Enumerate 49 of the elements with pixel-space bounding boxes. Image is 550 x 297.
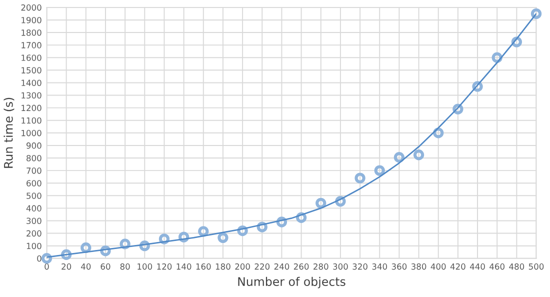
x-tick-label: 440 <box>470 263 485 270</box>
x-tick-label: 160 <box>196 263 211 270</box>
x-tick-label: 240 <box>274 263 290 270</box>
y-tick-label: 900 <box>26 142 42 149</box>
y-tick-label: 300 <box>26 218 42 224</box>
y-tick-label: 0 <box>37 255 42 262</box>
y-tick-label: 800 <box>26 154 42 162</box>
x-tick-label: 20 <box>62 263 72 270</box>
y-tick-label: 1400 <box>22 80 42 86</box>
x-tick-label: 380 <box>411 263 426 270</box>
y-tick-label: 400 <box>26 205 42 212</box>
x-axis-title: Number of objects <box>238 276 346 288</box>
y-tick-label: 600 <box>26 180 42 186</box>
x-tick-label: 40 <box>81 263 91 270</box>
y-tick-label: 1200 <box>22 104 42 112</box>
x-tick-label: 140 <box>176 263 192 270</box>
y-tick-label: 1600 <box>22 54 42 61</box>
x-tick-label: 300 <box>333 263 348 270</box>
y-tick-label: 200 <box>26 230 42 237</box>
y-tick-label: 700 <box>26 168 42 174</box>
x-tick-label: 480 <box>509 263 524 270</box>
y-axis-title: Run time (s) <box>4 98 14 168</box>
y-tick-label: 2000 <box>21 4 42 11</box>
x-tick-label: 200 <box>235 263 250 270</box>
x-tick-label: 400 <box>430 263 446 270</box>
y-tick-label: 500 <box>26 192 42 199</box>
x-tick-label: 320 <box>352 263 368 270</box>
x-tick-label: 220 <box>254 263 270 270</box>
y-tick-label: 1300 <box>22 92 42 99</box>
x-tick-label: 500 <box>528 263 544 270</box>
y-tick-label: 100 <box>26 242 42 250</box>
x-tick-label: 60 <box>100 263 110 270</box>
y-tick-label: 1100 <box>22 117 42 124</box>
x-tick-label: 180 <box>216 263 230 270</box>
x-tick-label: 260 <box>294 263 309 270</box>
x-tick-label: 120 <box>157 263 172 270</box>
x-tick-label: 80 <box>120 263 130 270</box>
y-tick-label: 1900 <box>22 16 42 24</box>
x-tick-label: 100 <box>138 263 152 270</box>
y-tick-label: 1700 <box>22 42 42 48</box>
y-tick-label: 1500 <box>22 67 42 74</box>
x-tick-label: 460 <box>490 263 504 270</box>
x-tick-label: 280 <box>314 263 328 270</box>
y-tick-label: 1000 <box>22 130 42 136</box>
x-tick-label: 0 <box>44 263 49 270</box>
x-tick-label: 340 <box>372 263 388 270</box>
x-tick-label: 420 <box>450 263 466 270</box>
y-tick-label: 1800 <box>22 30 42 36</box>
x-tick-label: 360 <box>392 263 407 270</box>
